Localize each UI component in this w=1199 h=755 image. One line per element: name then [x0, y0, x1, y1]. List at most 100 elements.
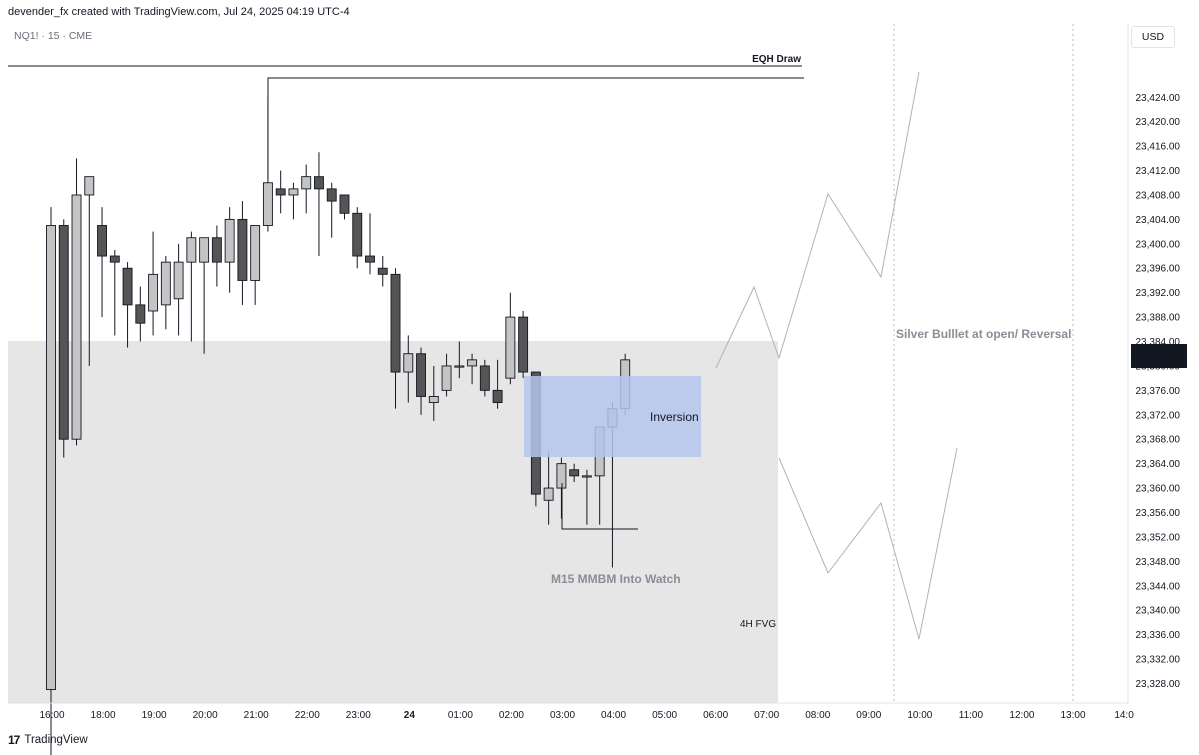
- candle: [301, 164, 312, 214]
- credit-text: devender_fx created with TradingView.com…: [8, 6, 350, 18]
- candle: [275, 170, 286, 214]
- price-tick-label: 23,368.00: [1136, 435, 1181, 446]
- candle-body: [556, 463, 567, 489]
- candle-body: [505, 316, 516, 379]
- candle-body: [352, 212, 363, 257]
- candle: [441, 353, 452, 397]
- brand-label: TradingView: [24, 734, 88, 746]
- mmbm-label: M15 MMBM Into Watch: [551, 572, 681, 586]
- mmbm-low-line: [561, 483, 638, 530]
- price-tick-label: 23,388.00: [1136, 313, 1181, 324]
- time-tick-label: 16:00: [39, 710, 64, 721]
- candle-body: [301, 176, 312, 190]
- time-tick-label: 22:00: [295, 710, 320, 721]
- price-tick-label: 23,360.00: [1136, 484, 1181, 495]
- candle: [492, 359, 503, 409]
- candle-body: [377, 267, 388, 275]
- candle: [518, 310, 529, 379]
- candle-body: [518, 316, 529, 373]
- candle-body: [211, 237, 222, 263]
- candle: [403, 335, 414, 403]
- candle: [288, 182, 299, 220]
- currency-button[interactable]: USD: [1131, 26, 1175, 48]
- price-axis[interactable]: 23,424.00 23,420.00 23,416.00 23,412.00 23,4…: [1136, 93, 1181, 690]
- candle: [237, 201, 248, 305]
- candle: [109, 249, 120, 336]
- current-price-value: 23,380.25: [1137, 346, 1182, 357]
- candle: [46, 207, 56, 755]
- candle: [211, 225, 222, 287]
- candle-body: [416, 353, 426, 397]
- candle-body: [441, 365, 452, 391]
- projection-path: [778, 447, 958, 640]
- candle: [543, 451, 554, 525]
- projections: [715, 71, 958, 640]
- price-tick-label: 23,344.00: [1136, 581, 1181, 592]
- current-price-tag: 23,380.25 10:47: [1131, 344, 1187, 368]
- candle-body: [160, 261, 171, 306]
- candle-body: [46, 225, 56, 691]
- time-tick-label: 10:00: [907, 710, 932, 721]
- candle-body: [314, 176, 324, 190]
- candle-body: [339, 194, 350, 214]
- price-tick-label: 23,400.00: [1136, 239, 1181, 250]
- tradingview-brand[interactable]: 17 TradingView: [8, 733, 88, 747]
- time-tick-label: 18:00: [91, 710, 116, 721]
- time-tick-label: 23:00: [346, 710, 371, 721]
- candle-body: [224, 218, 235, 263]
- time-tick-label: 04:00: [601, 710, 626, 721]
- time-tick-label: 06:00: [703, 710, 728, 721]
- price-tick-label: 23,348.00: [1136, 557, 1181, 568]
- time-tick-label: 21:00: [244, 710, 269, 721]
- candle-body: [262, 182, 273, 226]
- candle-body: [237, 218, 248, 281]
- candle-body: [250, 225, 261, 281]
- candle-body: [148, 273, 159, 312]
- price-tick-label: 23,416.00: [1136, 142, 1181, 153]
- time-tick-label: 12:00: [1009, 710, 1034, 721]
- candle-body: [275, 188, 286, 196]
- candle: [186, 231, 197, 342]
- time-tick-label: 13:00: [1060, 710, 1085, 721]
- candle: [148, 231, 159, 336]
- time-tick-label: 01:00: [448, 710, 473, 721]
- candle-body: [467, 359, 478, 367]
- candles: [46, 97, 631, 755]
- price-tick-label: 23,396.00: [1136, 264, 1181, 275]
- fvg-label: 4H FVG: [740, 619, 776, 630]
- time-tick-label: 11:00: [959, 710, 984, 721]
- current-price-box: [1131, 344, 1187, 368]
- time-tick-label: 20:00: [193, 710, 218, 721]
- symbol-label[interactable]: NQ1! · 15 · CME: [14, 30, 93, 42]
- candle-body: [58, 225, 69, 440]
- candle-body: [135, 304, 146, 324]
- silver-bullet-label: Silver Bulllet at open/ Reversal: [896, 327, 1071, 341]
- candle-body: [326, 188, 337, 202]
- candle: [199, 237, 210, 354]
- time-tick-label: 08:00: [805, 710, 830, 721]
- eqh-label: EQH Draw: [752, 54, 801, 65]
- price-tick-label: 23,328.00: [1136, 679, 1181, 690]
- candle: [58, 219, 69, 458]
- candle: [556, 457, 567, 519]
- price-tick-label: 23,352.00: [1136, 532, 1181, 543]
- candle: [160, 256, 171, 330]
- projection-path: [715, 71, 920, 369]
- time-tick-label: 09:00: [856, 710, 881, 721]
- price-tick-label: 23,412.00: [1136, 166, 1181, 177]
- price-tick-label: 23,336.00: [1136, 630, 1181, 641]
- price-tick-label: 23,404.00: [1136, 215, 1181, 226]
- candle-body: [288, 188, 299, 196]
- candle-body: [390, 273, 401, 373]
- price-tick-label: 23,332.00: [1136, 655, 1181, 666]
- candle: [84, 176, 95, 366]
- time-axis[interactable]: 16:00 18:00 19:00 20:00 21:00 22:00 23:00 24 01:…: [39, 710, 1134, 721]
- time-tick-label: 14:0: [1114, 710, 1134, 721]
- top-bar: devender_fx created with TradingView.com…: [0, 0, 1199, 24]
- price-tick-label: 23,364.00: [1136, 459, 1181, 470]
- candle: [352, 207, 363, 269]
- candle-body: [97, 225, 107, 257]
- candle-body: [122, 267, 133, 306]
- price-tick-label: 23,372.00: [1136, 410, 1181, 421]
